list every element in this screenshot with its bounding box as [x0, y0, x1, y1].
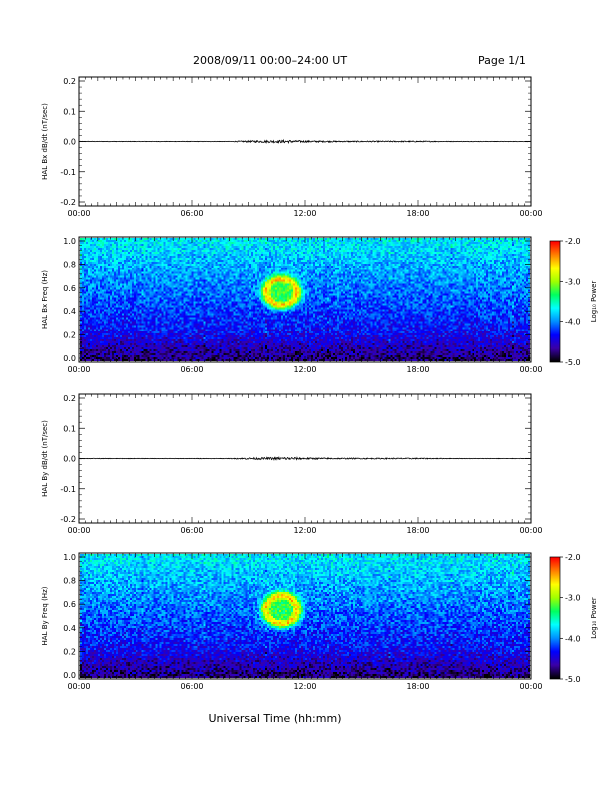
- x-tick-label: 00:00: [519, 526, 542, 535]
- colorbar-tick-label: -4.0: [565, 634, 581, 643]
- x-tick-label: 12:00: [293, 209, 316, 218]
- panel-1: 00:00 06:00 12:00 18:00 00:00 0.2 0.1 0.0 -0.1 -0…: [41, 76, 543, 218]
- y-tick-label: -0.2: [60, 198, 76, 207]
- y-tick-label: 0.2: [63, 331, 76, 340]
- x-tick-label: 18:00: [406, 526, 429, 535]
- y-axis-label: HAL By Freq (Hz): [41, 586, 49, 645]
- colorbar-tick-label: -5.0: [565, 675, 581, 684]
- panel-4: 00:00 06:00 12:00 18:00 00:00 1.0 0.8 0.6 0.4 0.2…: [41, 552, 543, 691]
- y-tick-label: 0.1: [63, 107, 76, 116]
- spectrogram-image: [80, 238, 530, 361]
- x-tick-label: 18:00: [406, 209, 429, 218]
- x-tick-label: 06:00: [180, 365, 203, 374]
- colorbar: -2.0 -3.0 -4.0 -5.0 Log₁₀ Power: [549, 553, 598, 684]
- page-number: Page 1/1: [478, 54, 526, 67]
- colorbar-gradient: [550, 557, 560, 679]
- x-tick-label: 00:00: [519, 209, 542, 218]
- y-tick-label: 0.4: [63, 307, 76, 316]
- colorbar-label: Log₁₀ Power: [590, 281, 598, 323]
- x-tick-label: 12:00: [293, 682, 316, 691]
- y-tick-label: 0.0: [63, 455, 76, 464]
- colorbar-frame: [549, 556, 561, 680]
- colorbar-tick-label: -2.0: [565, 237, 581, 246]
- colorbar-tick-label: -3.0: [565, 277, 581, 286]
- y-tick-label: -0.1: [60, 485, 76, 494]
- panel-2: 00:00 06:00 12:00 18:00 00:00 1.0 0.8 0.6 0.4 0.2…: [41, 236, 543, 374]
- x-tick-label: 00:00: [67, 526, 90, 535]
- series-line: [78, 456, 532, 462]
- y-tick-label: 0.2: [63, 647, 76, 656]
- x-tick-label: 12:00: [293, 526, 316, 535]
- x-tick-label: 00:00: [519, 682, 542, 691]
- y-tick-label: 0.6: [63, 600, 76, 609]
- x-tick-label: 18:00: [406, 682, 429, 691]
- y-tick-label: 0.2: [63, 77, 76, 86]
- x-tick-label: 00:00: [67, 209, 90, 218]
- y-tick-label: 1.0: [63, 237, 76, 246]
- y-tick-label: 0.1: [63, 424, 76, 433]
- colorbar-tick-label: -3.0: [565, 594, 581, 603]
- series-line: [78, 138, 532, 144]
- y-tick-label: 0.8: [63, 260, 76, 269]
- colorbar-tick-label: -2.0: [565, 553, 581, 562]
- colorbar-tick-label: -4.0: [565, 318, 581, 327]
- y-tick-label: 0.2: [63, 394, 76, 403]
- y-tick-label: 0.6: [63, 284, 76, 293]
- x-tick-label: 00:00: [67, 365, 90, 374]
- colorbar-tick-label: -5.0: [565, 358, 581, 367]
- y-tick-label: 0.0: [63, 138, 76, 147]
- y-tick-label: -0.1: [60, 168, 76, 177]
- colorbar-gradient: [550, 241, 560, 362]
- y-tick-label: 0.4: [63, 624, 76, 633]
- y-tick-label: 1.0: [63, 553, 76, 562]
- y-axis-label: HAL By dB/dt (nT/sec): [41, 420, 49, 497]
- panel-3: 00:00 06:00 12:00 18:00 00:00 0.2 0.1 0.0 -0.1 -0…: [41, 393, 543, 535]
- colorbar-frame: [549, 240, 561, 363]
- x-tick-label: 06:00: [180, 526, 203, 535]
- page-title: 2008/09/11 00:00–24:00 UT: [193, 54, 348, 67]
- x-tick-label: 06:00: [180, 682, 203, 691]
- x-tick-label: 06:00: [180, 209, 203, 218]
- x-axis-label: Universal Time (hh:mm): [209, 712, 342, 725]
- colorbar: -2.0 -3.0 -4.0 -5.0 Log₁₀ Power: [549, 237, 598, 367]
- x-tick-label: 18:00: [406, 365, 429, 374]
- spectrogram-image: [80, 554, 530, 678]
- y-tick-label: 0.0: [63, 354, 76, 363]
- colorbar-label: Log₁₀ Power: [590, 597, 598, 639]
- x-tick-label: 00:00: [519, 365, 542, 374]
- y-axis-label: HAL Bx dB/dt (nT/sec): [41, 103, 49, 180]
- y-tick-label: 0.8: [63, 577, 76, 586]
- y-tick-label: -0.2: [60, 515, 76, 524]
- x-tick-label: 12:00: [293, 365, 316, 374]
- y-axis-label: HAL Bx Freq (Hz): [41, 270, 49, 329]
- x-tick-label: 00:00: [67, 682, 90, 691]
- y-tick-label: 0.0: [63, 671, 76, 680]
